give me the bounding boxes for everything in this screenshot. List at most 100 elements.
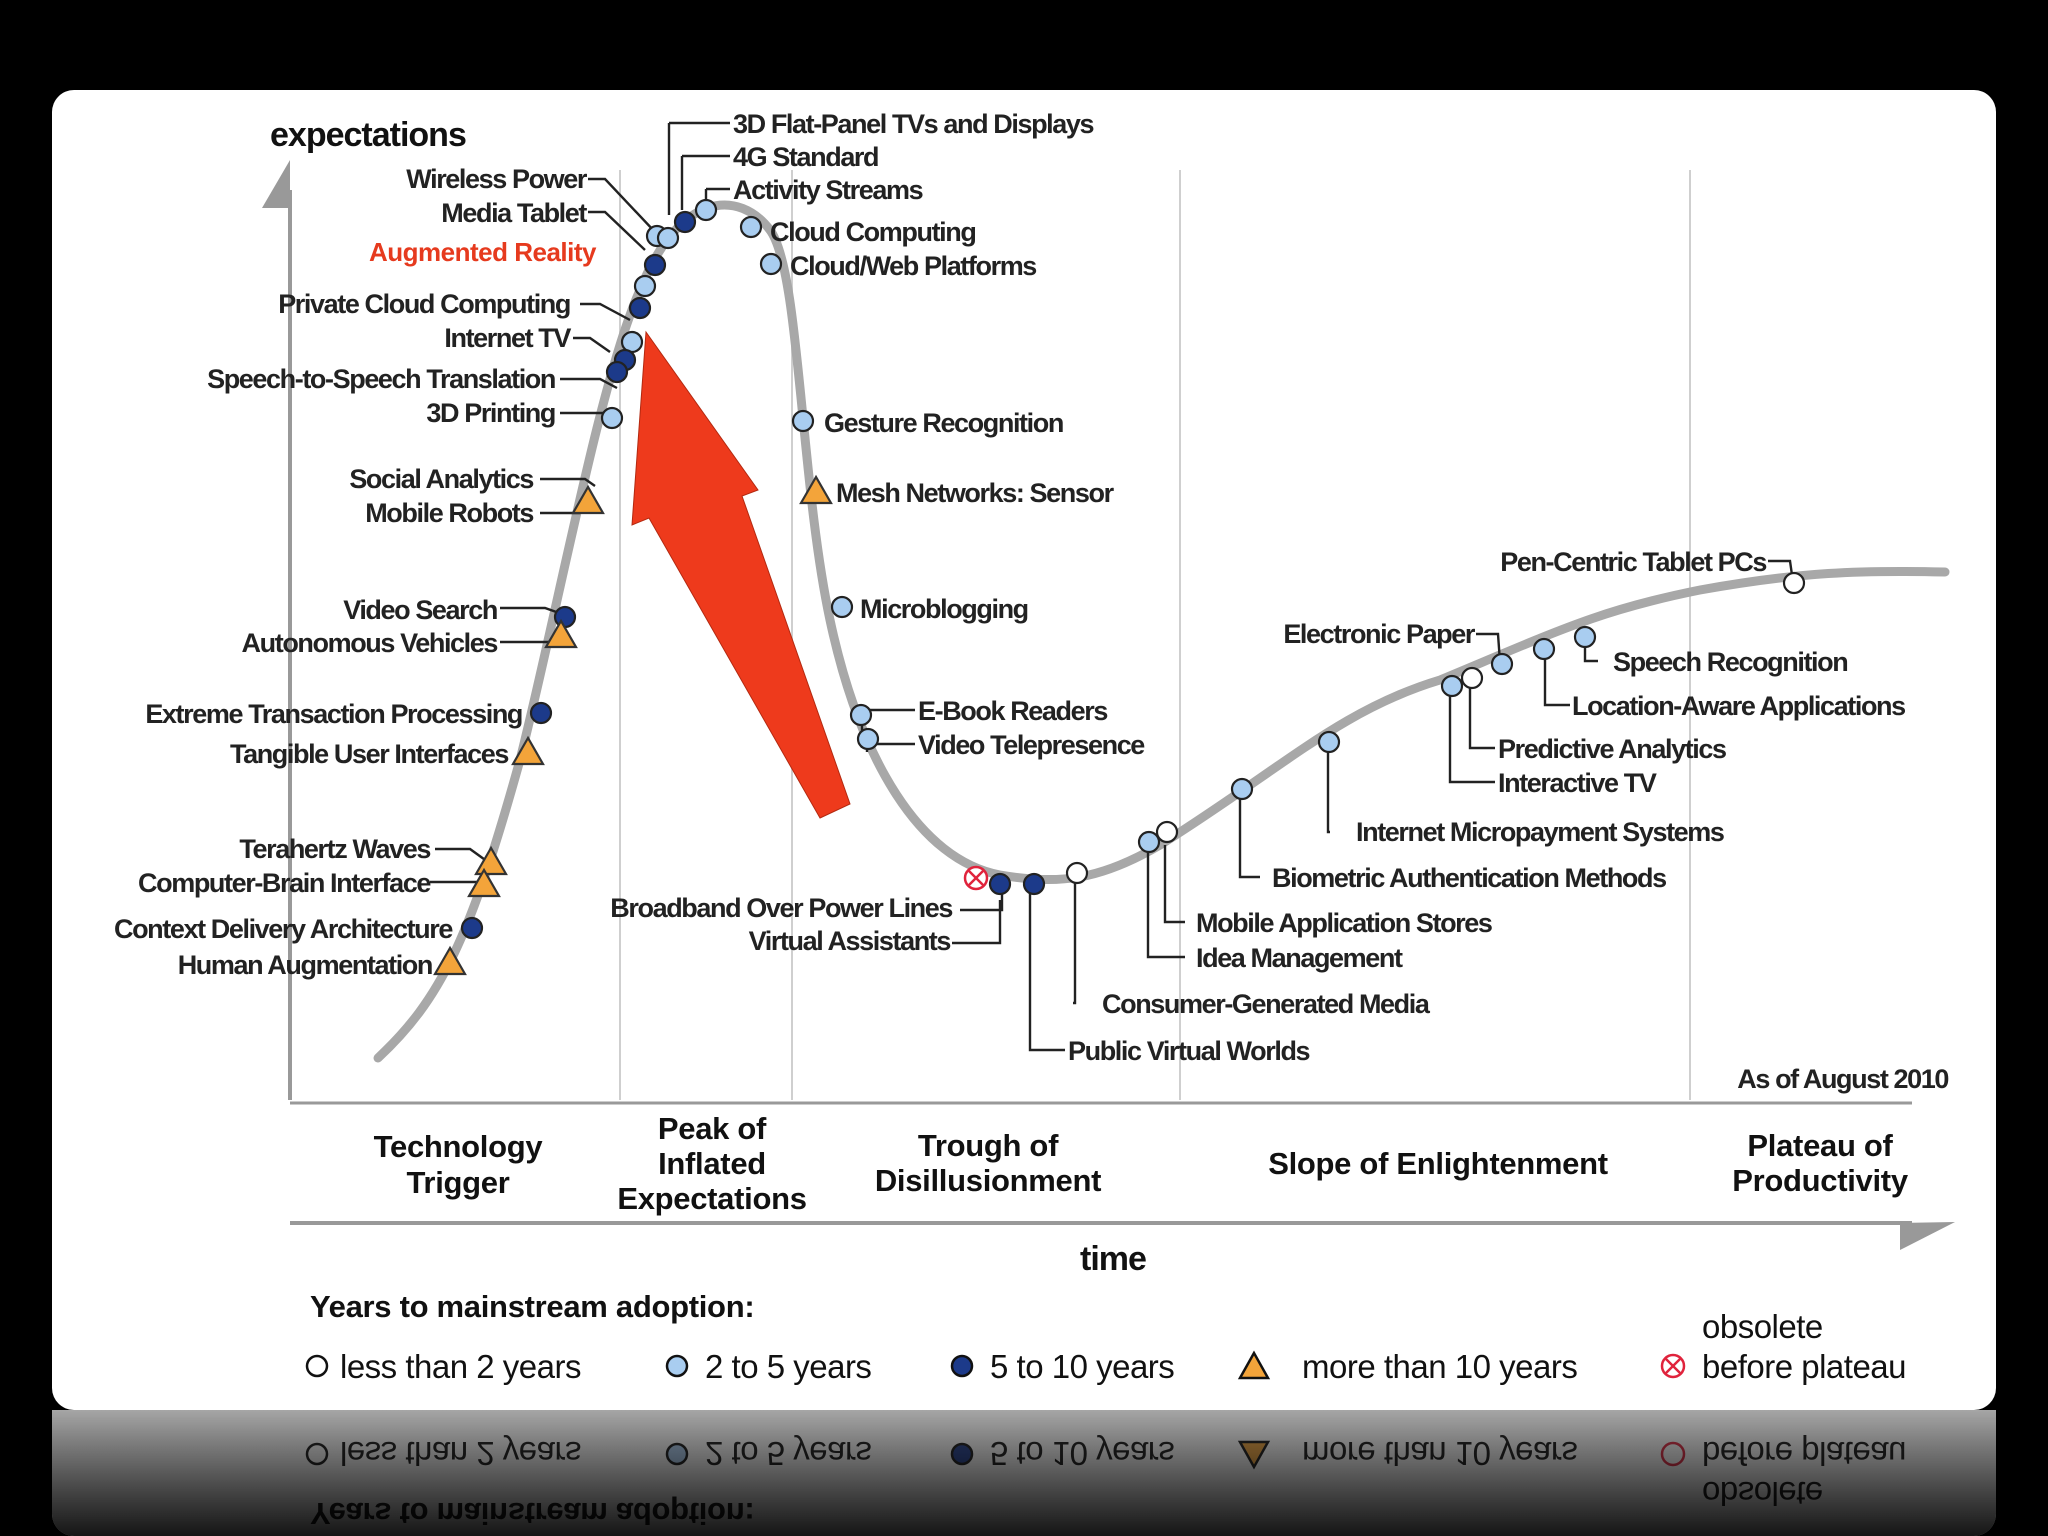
label-autonomous-vehicles: Autonomous Vehicles	[242, 628, 498, 658]
highlight-arrow	[631, 330, 851, 819]
marker-mobile-robots	[571, 484, 605, 515]
label-gesture-recognition: Gesture Recognition	[824, 408, 1063, 438]
label-3d-flat-panel-tvs: 3D Flat-Panel TVs and Displays	[733, 109, 1094, 139]
marker-video-telepresence	[856, 727, 880, 751]
marker-virtual-assistants	[988, 872, 1012, 896]
legend-less-than-2-years: less than 2 years	[340, 1348, 581, 1385]
marker-mobile-application-stores	[1137, 830, 1161, 854]
marker-location-aware-applications	[1532, 637, 1556, 661]
legend: Years to mainstream adoption: less than …	[305, 1289, 1907, 1385]
marker-idea-management	[1155, 820, 1179, 844]
phase-trough-line1: Trough of	[918, 1128, 1059, 1163]
phase-peak-line2: Inflated	[658, 1146, 766, 1181]
label-predictive-analytics: Predictive Analytics	[1498, 734, 1726, 764]
label-mesh-networks-sensor: Mesh Networks: Sensor	[836, 478, 1115, 508]
label-3d-printing: 3D Printing	[426, 398, 555, 428]
phase-technology-trigger-line2: Trigger	[407, 1165, 510, 1200]
marker-4g-standard	[656, 226, 680, 250]
label-electronic-paper: Electronic Paper	[1283, 619, 1476, 649]
marker-3d-flat-panel-tvs-and-displays	[673, 210, 697, 234]
marker-predictive-analytics	[1460, 666, 1484, 690]
label-private-cloud-computing: Private Cloud Computing	[278, 289, 570, 319]
marker-extreme-transaction-processing	[529, 701, 553, 725]
phase-labels: Technology Trigger Peak of Inflated Expe…	[374, 1111, 1909, 1216]
technology-markers	[433, 198, 1806, 976]
phase-peak-line1: Peak of	[658, 1111, 767, 1146]
marker-speech-recognition	[1573, 625, 1597, 649]
label-biometric-authentication-methods: Biometric Authentication Methods	[1272, 863, 1666, 893]
label-4g-standard: 4G Standard	[733, 142, 878, 172]
slide-reflection: Years to mainstream adoption: less than …	[52, 1410, 1996, 1536]
label-computer-brain-interface: Computer-Brain Interface	[138, 868, 431, 898]
marker-biometric-authentication-methods	[1230, 777, 1254, 801]
label-terahertz-waves: Terahertz Waves	[239, 834, 430, 864]
y-axis-arrowhead	[262, 160, 290, 208]
label-video-telepresence: Video Telepresence	[918, 730, 1145, 760]
legend-white-marker	[305, 1354, 329, 1378]
marker-private-cloud-computing	[628, 296, 652, 320]
marker-microblogging	[830, 595, 854, 619]
legend-light-marker	[665, 1354, 689, 1378]
marker-electronic-paper	[1490, 652, 1514, 676]
marker-pen-centric-tablet-pcs	[1782, 571, 1806, 595]
label-social-analytics: Social Analytics	[349, 464, 533, 494]
x-axis-label: time	[1080, 1240, 1146, 1278]
phase-peak-line3: Expectations	[617, 1181, 806, 1216]
marker-tangible-user-interfaces	[511, 735, 545, 766]
marker-human-augmentation	[433, 945, 467, 976]
marker-cloud-web-platforms	[759, 252, 783, 276]
label-internet-micropayment-systems: Internet Micropayment Systems	[1356, 817, 1724, 847]
label-activity-streams: Activity Streams	[733, 175, 923, 205]
marker-interactive-tv	[1440, 674, 1464, 698]
marker-consumer-generated-media	[1065, 861, 1089, 885]
legend-dark-marker	[950, 1354, 974, 1378]
label-microblogging: Microblogging	[860, 594, 1028, 624]
phase-plateau-line1: Plateau of	[1747, 1128, 1893, 1163]
label-video-search: Video Search	[343, 595, 497, 625]
marker-computer-brain-interface	[467, 867, 501, 898]
hype-cycle-diagram: expectations time	[114, 109, 1955, 1385]
x-axis-arrowhead	[1900, 1222, 1955, 1250]
x-axis	[290, 1101, 1955, 1250]
leader-lines	[430, 121, 1794, 1052]
label-virtual-assistants: Virtual Assistants	[749, 926, 951, 956]
legend-2-to-5-years: 2 to 5 years	[705, 1348, 871, 1385]
label-cloud-computing: Cloud Computing	[770, 217, 975, 247]
legend-obsolete-line2: before plateau	[1702, 1348, 1906, 1385]
technology-labels: Wireless Power Media Tablet Augmented Re…	[114, 109, 1907, 1066]
label-augmented-reality: Augmented Reality	[369, 237, 597, 267]
label-tangible-user-interfaces: Tangible User Interfaces	[230, 739, 508, 769]
legend-title: Years to mainstream adoption:	[310, 1289, 754, 1324]
marker-augmented-reality	[633, 274, 657, 298]
marker-terahertz-waves	[474, 845, 508, 876]
label-consumer-generated-media: Consumer-Generated Media	[1102, 989, 1431, 1019]
phase-plateau-line2: Productivity	[1732, 1163, 1909, 1198]
label-speech-to-speech-translation: Speech-to-Speech Translation	[207, 364, 555, 394]
label-wireless-power: Wireless Power	[406, 164, 588, 194]
label-broadband-over-power-lines: Broadband Over Power Lines	[610, 893, 952, 923]
label-media-tablet: Media Tablet	[441, 198, 587, 228]
label-context-delivery-architecture: Context Delivery Architecture	[114, 914, 453, 944]
phase-slope-of-enlightenment: Slope of Enlightenment	[1268, 1146, 1608, 1181]
marker-social-analytics	[600, 406, 624, 430]
label-e-book-readers: E-Book Readers	[918, 696, 1107, 726]
label-public-virtual-worlds: Public Virtual Worlds	[1068, 1036, 1310, 1066]
marker-autonomous-vehicles	[544, 618, 578, 649]
legend-obsolete-marker	[1660, 1353, 1686, 1379]
marker-e-book-readers	[849, 703, 873, 727]
legend-5-to-10-years: 5 to 10 years	[990, 1348, 1174, 1385]
as-of-date-note: As of August 2010	[1737, 1064, 1948, 1094]
marker-mesh-networks-sensor	[799, 474, 833, 505]
label-idea-management: Idea Management	[1196, 943, 1403, 973]
label-interactive-tv: Interactive TV	[1498, 768, 1657, 798]
label-location-aware-applications: Location-Aware Applications	[1572, 691, 1905, 721]
label-mobile-robots: Mobile Robots	[365, 498, 533, 528]
marker-internet-micropayment-systems	[1317, 730, 1341, 754]
marker-context-delivery-architecture	[460, 916, 484, 940]
marker-activity-streams	[694, 198, 718, 222]
label-cloud-web-platforms: Cloud/Web Platforms	[790, 251, 1036, 281]
y-axis	[262, 160, 292, 1100]
marker-cloud-computing	[739, 215, 763, 239]
label-internet-tv: Internet TV	[444, 323, 571, 353]
hype-curve	[373, 200, 1950, 1063]
